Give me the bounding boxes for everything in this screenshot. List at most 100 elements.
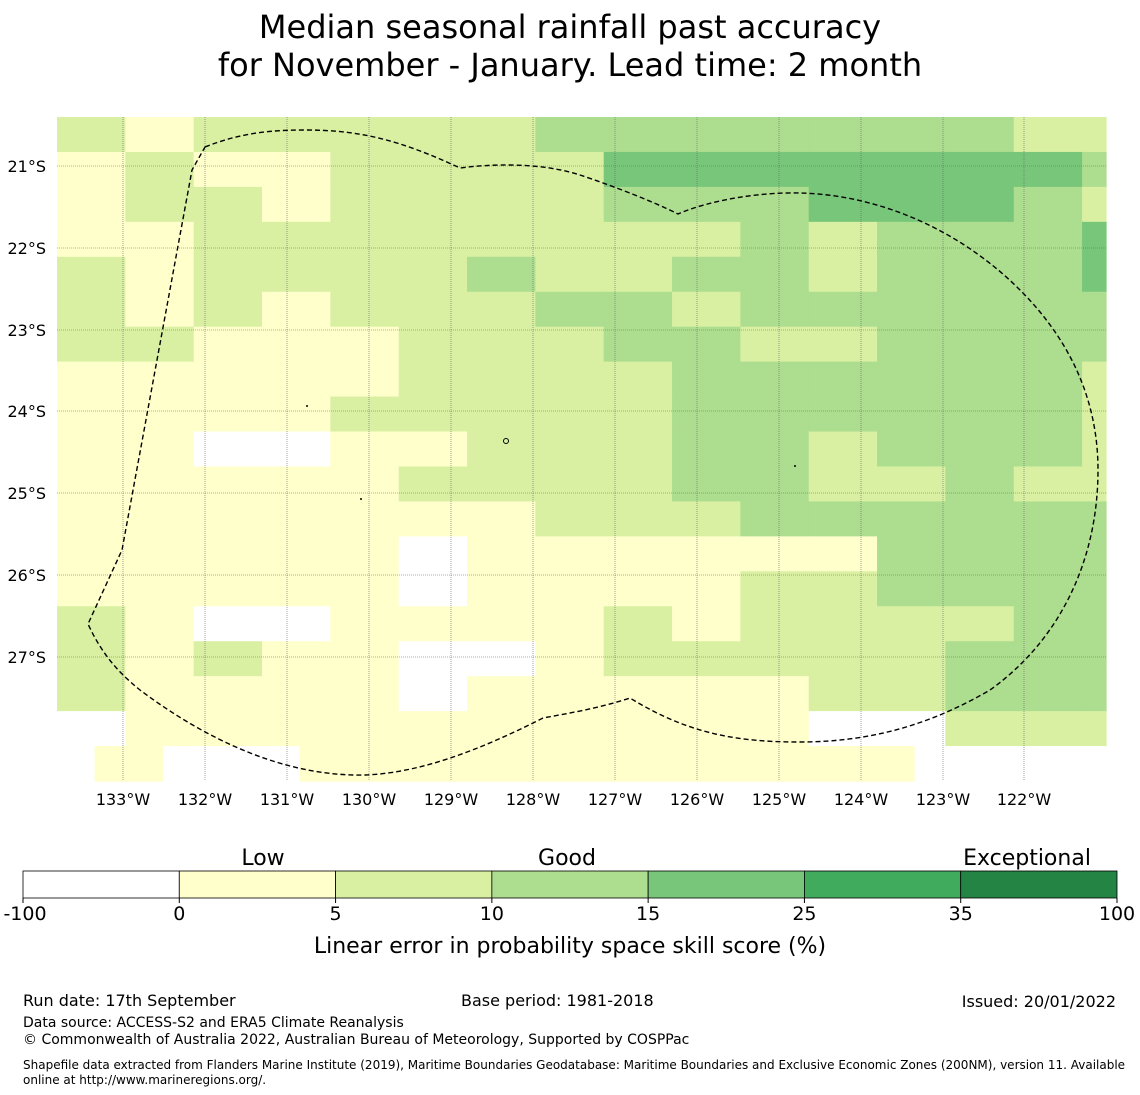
grid-cell [877, 221, 947, 258]
shapefile-credit-line1: Shapefile data extracted from Flanders M… [23, 1058, 1126, 1072]
grid-cell [808, 221, 878, 258]
grid-cell [603, 641, 673, 677]
grid-cell [193, 151, 263, 188]
grid-cell [777, 746, 847, 782]
grid-cell [467, 326, 536, 363]
grid-cell [808, 117, 878, 153]
grid-cell [262, 466, 331, 503]
grid-cell [398, 606, 468, 642]
grid-cell [945, 606, 1015, 642]
grid-cell [945, 536, 1015, 572]
grid-cell [467, 536, 536, 572]
grid-cell [193, 466, 263, 503]
grid-cell [193, 606, 263, 642]
colorbar-tick-label: 5 [330, 903, 342, 925]
grid-cell [1082, 151, 1107, 188]
grid-cell [740, 501, 810, 537]
grid-cell [467, 221, 536, 258]
grid-cell [398, 571, 468, 607]
grid-cell [808, 676, 878, 712]
grid-cell [672, 326, 741, 363]
grid-cell [1082, 186, 1107, 223]
grid-cell [467, 291, 536, 328]
grid-cell [945, 291, 1015, 328]
grid-cell [299, 746, 369, 782]
grid-cell [398, 676, 468, 712]
grid-cell [672, 501, 741, 537]
grid-cell [740, 256, 810, 293]
grid-cell [193, 117, 263, 153]
grid-cell [125, 641, 195, 677]
grid-cell [641, 746, 711, 782]
grid-cell [262, 117, 331, 153]
grid-cell [535, 711, 605, 747]
grid-cell [467, 361, 536, 398]
grid-cell [398, 256, 468, 293]
grid-cell [945, 501, 1015, 537]
grid-cell [740, 431, 810, 468]
grid-cell [1082, 361, 1107, 398]
grid-cell [57, 746, 96, 782]
grid-cell [193, 571, 263, 607]
grid-cell [672, 571, 741, 607]
grid-cell [57, 256, 126, 293]
eez-boundary [87, 129, 1099, 776]
grid-cell [1013, 641, 1083, 677]
grid-cell [535, 396, 605, 433]
grid-cell [262, 711, 331, 747]
grid-cell [672, 186, 741, 223]
island-marker [794, 465, 796, 467]
grid-cell [535, 641, 605, 677]
grid-cell [808, 536, 878, 572]
grid-cell [535, 256, 605, 293]
grid-cell [535, 151, 605, 188]
grid-cell [672, 151, 741, 188]
grid-cell [262, 536, 331, 572]
grid-cell [193, 361, 263, 398]
grid-cell [262, 431, 331, 468]
grid-cell [877, 536, 947, 572]
grid-cell [945, 711, 1015, 747]
grid-cell [467, 711, 536, 747]
grid-cell [672, 291, 741, 328]
shapefile-credit-line2: online at http://www.marineregions.org/. [23, 1073, 267, 1087]
grid-cell [193, 536, 263, 572]
grid-cell [231, 746, 301, 782]
grid-cell [504, 746, 574, 782]
grid-cell [398, 221, 468, 258]
grid-cell [672, 641, 741, 677]
grid-cell [535, 501, 605, 537]
grid-cell [740, 466, 810, 503]
grid-cell [398, 326, 468, 363]
grid-cell [1013, 711, 1083, 747]
grid-cell [1082, 221, 1107, 258]
grid-cell [877, 291, 947, 328]
grid-cell [914, 746, 984, 782]
longitude-label: 131°W [260, 790, 315, 809]
island-marker [360, 498, 362, 500]
run-date: Run date: 17th September [23, 991, 236, 1010]
latitude-label: 24°S [7, 402, 46, 421]
grid-cell [1082, 501, 1107, 537]
grid-cell [398, 711, 468, 747]
grid-cell [125, 221, 195, 258]
grid-cell [740, 676, 810, 712]
grid-cell [808, 641, 878, 677]
grid-cell [1013, 676, 1083, 712]
grid-cell [1082, 641, 1107, 677]
longitude-label: 124°W [834, 790, 889, 809]
grid-cell [262, 361, 331, 398]
grid-cell [877, 151, 947, 188]
grid-cell [740, 711, 810, 747]
category-exceptional: Exceptional [963, 846, 1091, 871]
grid-cell [535, 186, 605, 223]
grid-cell [330, 501, 400, 537]
grid-cell [672, 606, 741, 642]
grid-cell [1013, 291, 1083, 328]
latitude-label: 26°S [7, 566, 46, 585]
grid-cell [740, 117, 810, 153]
data-source: Data source: ACCESS-S2 and ERA5 Climate … [23, 1015, 404, 1031]
grid-cell [398, 151, 468, 188]
grid-cell [57, 501, 126, 537]
grid-cell [877, 466, 947, 503]
